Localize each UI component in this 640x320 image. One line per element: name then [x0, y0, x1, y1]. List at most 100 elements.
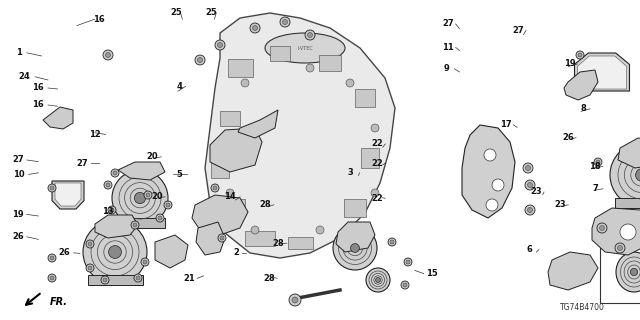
Circle shape	[492, 179, 504, 191]
Polygon shape	[43, 107, 73, 129]
Circle shape	[596, 160, 600, 164]
Polygon shape	[618, 138, 640, 168]
Circle shape	[136, 276, 140, 280]
Polygon shape	[336, 222, 375, 252]
Bar	[88, 275, 143, 285]
Circle shape	[525, 165, 531, 171]
Circle shape	[597, 223, 607, 233]
Circle shape	[307, 33, 312, 37]
Text: i-VTEC: i-VTEC	[297, 45, 313, 51]
Circle shape	[213, 186, 217, 190]
Bar	[211, 158, 229, 178]
Bar	[600, 248, 640, 303]
Circle shape	[131, 221, 139, 229]
Polygon shape	[95, 215, 138, 238]
Circle shape	[101, 276, 109, 284]
Circle shape	[220, 236, 224, 240]
Text: 9: 9	[444, 64, 449, 73]
Circle shape	[615, 243, 625, 253]
Circle shape	[620, 224, 636, 240]
Text: 20: 20	[151, 192, 163, 201]
Circle shape	[292, 297, 298, 303]
Ellipse shape	[616, 252, 640, 292]
Text: 27: 27	[442, 20, 454, 28]
Polygon shape	[210, 128, 262, 172]
Circle shape	[48, 254, 56, 262]
Circle shape	[104, 181, 112, 189]
Text: 4: 4	[176, 82, 182, 91]
Circle shape	[134, 274, 142, 282]
Circle shape	[108, 206, 116, 214]
Polygon shape	[55, 183, 81, 206]
Polygon shape	[118, 162, 165, 180]
Text: 23: 23	[554, 200, 566, 209]
Bar	[287, 237, 312, 249]
Circle shape	[50, 276, 54, 280]
Circle shape	[215, 40, 225, 50]
Circle shape	[103, 50, 113, 60]
Circle shape	[156, 214, 164, 222]
Text: 28: 28	[263, 274, 275, 283]
Bar	[270, 45, 290, 60]
Polygon shape	[462, 125, 515, 218]
Circle shape	[351, 244, 360, 252]
Circle shape	[305, 30, 315, 40]
Circle shape	[141, 258, 149, 266]
Text: 19: 19	[564, 60, 575, 68]
Text: 28: 28	[273, 239, 284, 248]
Circle shape	[523, 163, 533, 173]
Circle shape	[484, 149, 496, 161]
Circle shape	[113, 171, 117, 175]
Polygon shape	[564, 70, 598, 100]
Circle shape	[636, 169, 640, 181]
Circle shape	[594, 158, 602, 166]
Circle shape	[371, 189, 379, 197]
Circle shape	[525, 205, 535, 215]
Circle shape	[164, 201, 172, 209]
Text: 28: 28	[260, 200, 271, 209]
Circle shape	[289, 294, 301, 306]
Text: 21: 21	[183, 274, 195, 283]
Bar	[245, 230, 275, 245]
Ellipse shape	[366, 268, 390, 292]
Circle shape	[390, 240, 394, 244]
Circle shape	[226, 189, 234, 197]
Ellipse shape	[112, 170, 168, 226]
Circle shape	[195, 55, 205, 65]
Text: 24: 24	[19, 72, 30, 81]
Bar	[355, 89, 375, 107]
Text: 8: 8	[581, 104, 586, 113]
Circle shape	[198, 58, 202, 62]
Text: 10: 10	[13, 170, 25, 179]
Circle shape	[576, 51, 584, 59]
Text: 15: 15	[426, 269, 438, 278]
Bar	[227, 59, 253, 77]
Text: 16: 16	[33, 100, 44, 109]
Circle shape	[388, 238, 396, 246]
Circle shape	[600, 226, 605, 230]
Circle shape	[403, 283, 407, 287]
Circle shape	[218, 43, 223, 47]
Circle shape	[86, 264, 94, 272]
Text: 22: 22	[372, 140, 383, 148]
Text: 26: 26	[12, 232, 24, 241]
Circle shape	[133, 223, 137, 227]
Text: 2: 2	[234, 248, 240, 257]
Circle shape	[346, 79, 354, 87]
Text: 19: 19	[12, 210, 24, 219]
Circle shape	[525, 180, 535, 190]
Bar	[220, 110, 240, 125]
Polygon shape	[592, 208, 640, 255]
Circle shape	[316, 226, 324, 234]
Text: 23: 23	[531, 188, 542, 196]
Text: 20: 20	[147, 152, 158, 161]
Ellipse shape	[610, 143, 640, 207]
Circle shape	[250, 23, 260, 33]
Text: 1: 1	[16, 48, 22, 57]
Text: 5: 5	[176, 170, 182, 179]
Circle shape	[376, 277, 380, 282]
Text: 27: 27	[76, 159, 88, 168]
Circle shape	[50, 256, 54, 260]
Circle shape	[406, 260, 410, 264]
Text: 16: 16	[33, 84, 44, 92]
